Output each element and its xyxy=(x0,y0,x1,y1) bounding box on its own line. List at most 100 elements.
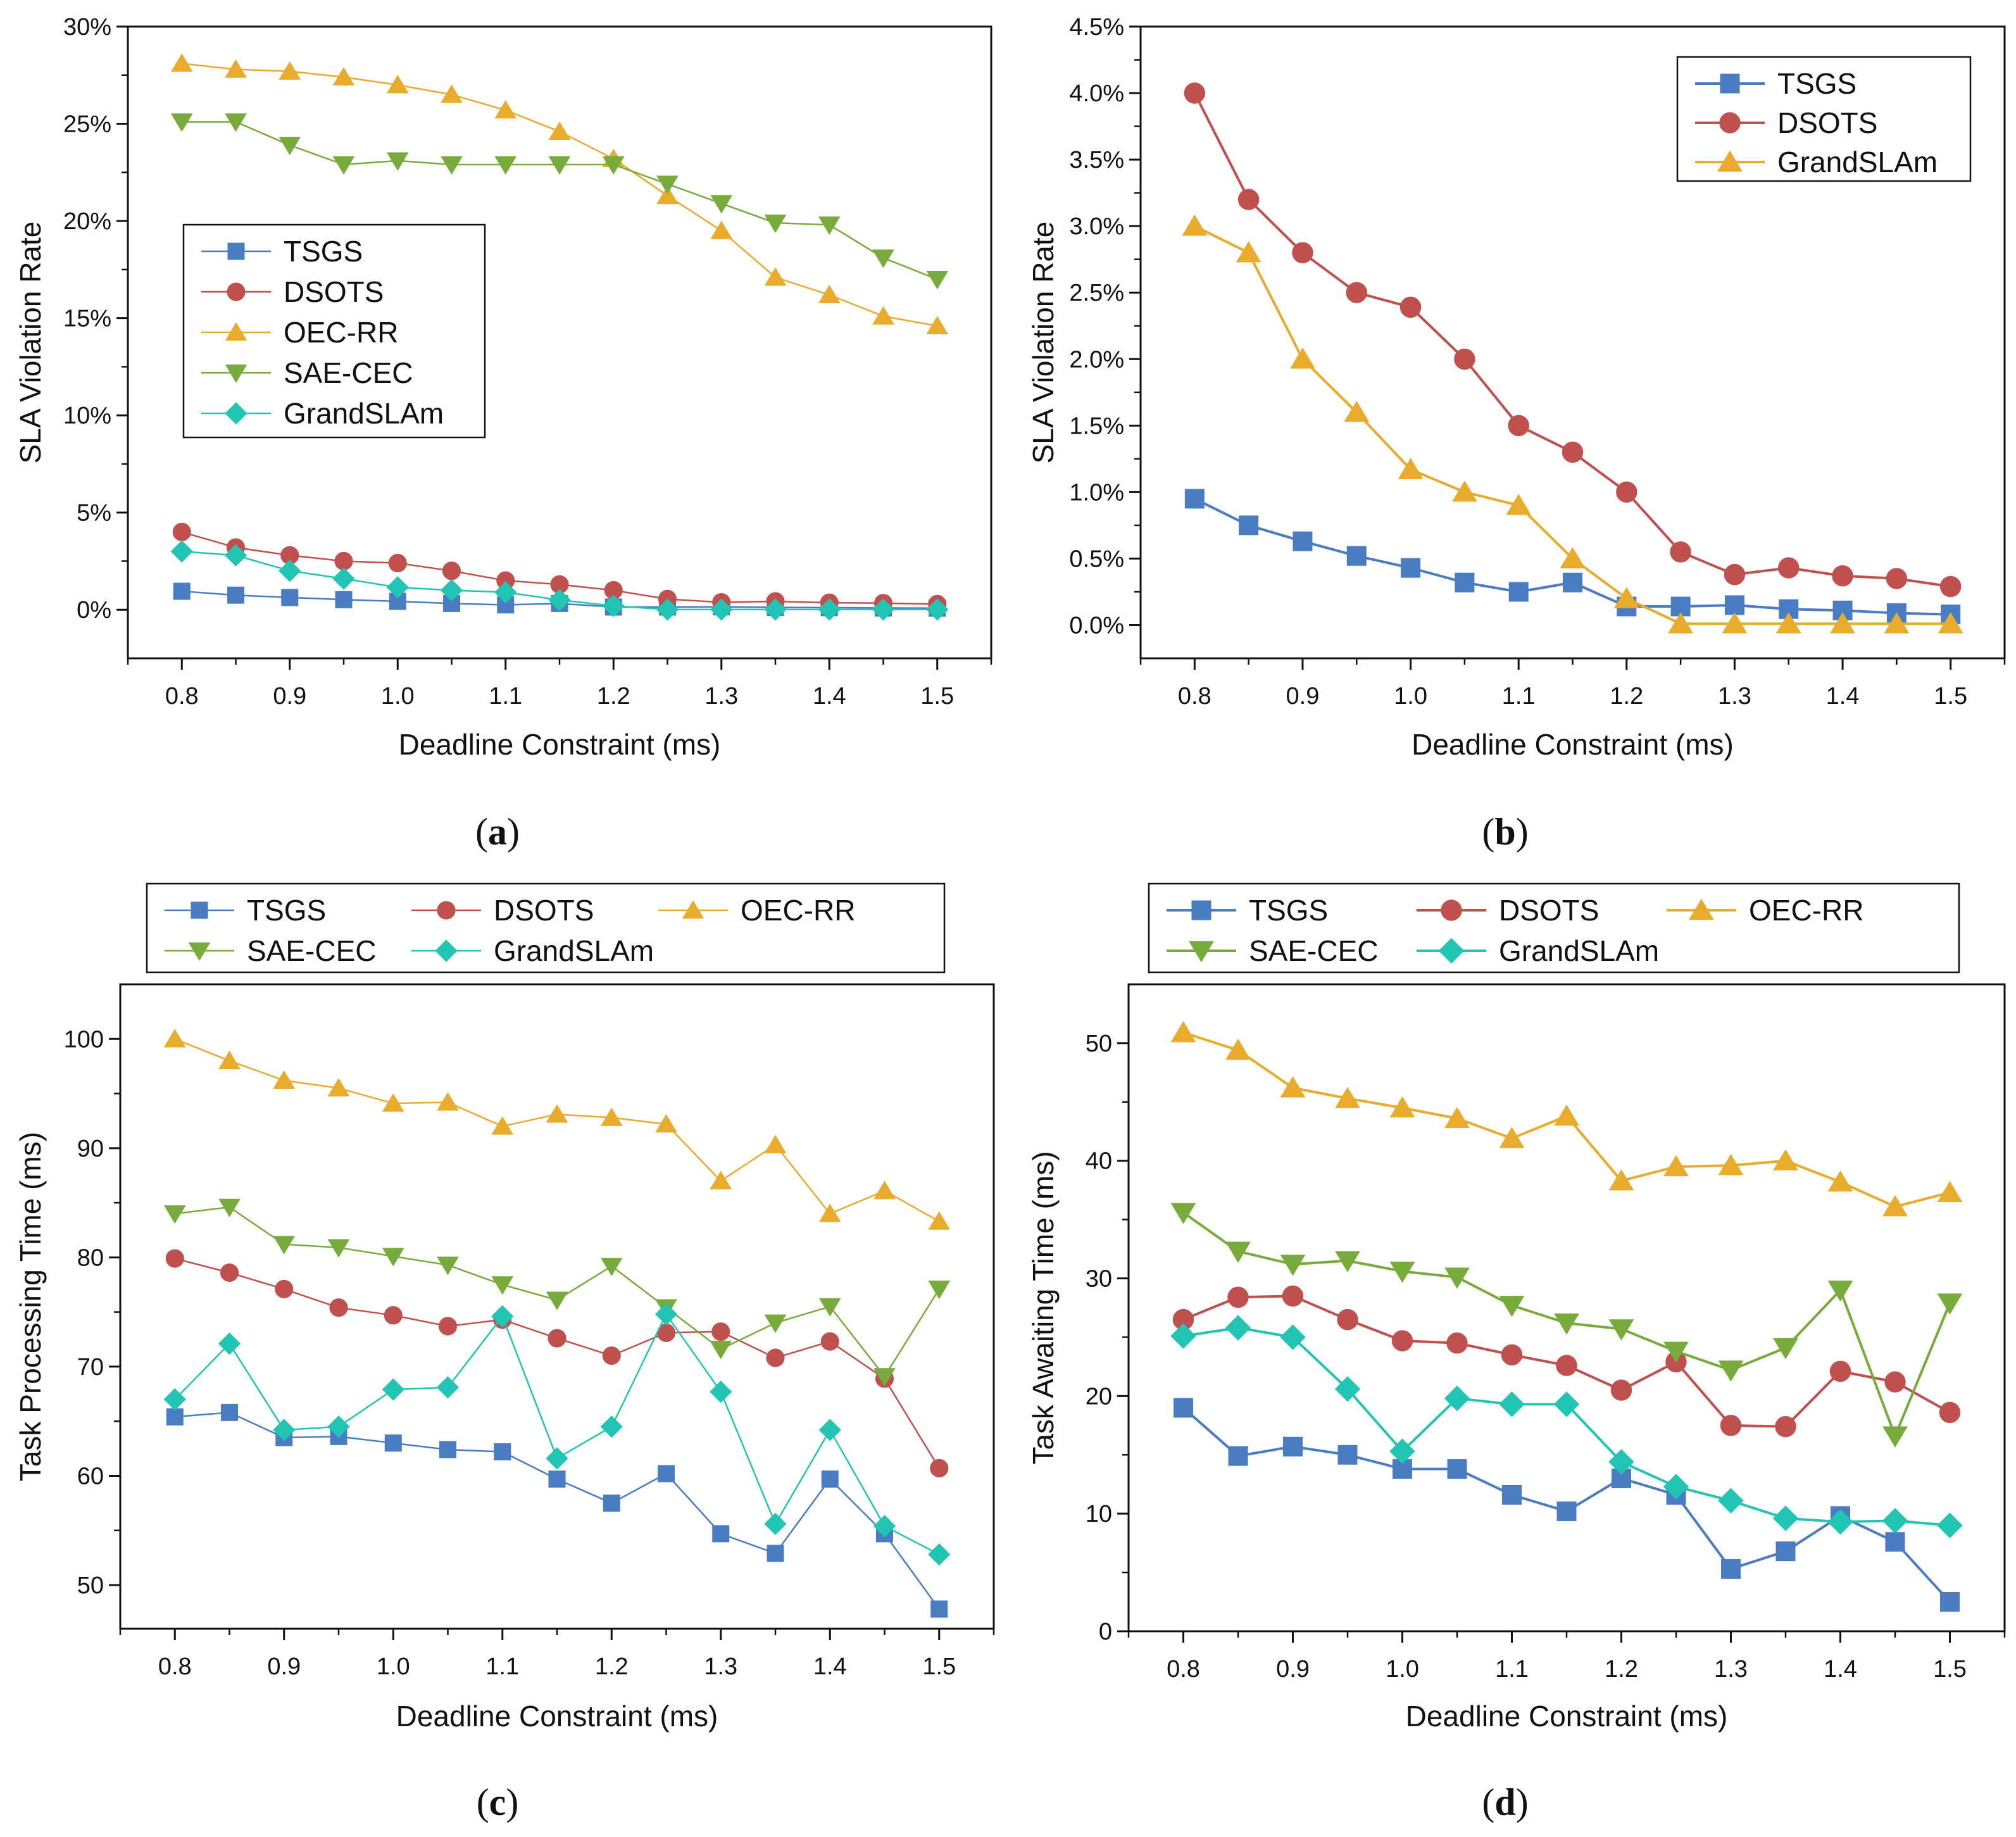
y-tick-label: 25% xyxy=(63,111,111,138)
data-point xyxy=(1775,1541,1796,1562)
legend-marker xyxy=(225,322,247,341)
x-tick-label: 1.5 xyxy=(920,683,954,710)
data-point xyxy=(930,1458,949,1477)
caption-close: ) xyxy=(507,811,520,853)
data-point xyxy=(273,1070,296,1089)
data-point xyxy=(382,1093,404,1112)
data-point xyxy=(1563,572,1582,592)
legend-item: DSOTS xyxy=(201,275,384,308)
y-axis-title: SLA Violation Rate xyxy=(1027,222,1060,464)
x-tick-label: 0.8 xyxy=(158,1653,192,1680)
legend-label: TSGS xyxy=(1777,67,1856,100)
legend-item: GrandSLAm xyxy=(1695,146,1938,179)
legend-marker xyxy=(1720,73,1740,94)
data-point xyxy=(926,270,949,290)
data-point xyxy=(1283,1436,1303,1457)
x-tick-label: 1.2 xyxy=(1605,1656,1638,1683)
x-tick-label: 1.0 xyxy=(377,1653,410,1680)
data-point xyxy=(1174,1398,1193,1418)
data-point xyxy=(1554,1313,1579,1335)
data-point xyxy=(764,1512,787,1535)
legend-item: TSGS xyxy=(1167,894,1328,927)
legend-marker xyxy=(1189,941,1214,963)
x-tick-label: 1.1 xyxy=(489,683,522,710)
legend-marker xyxy=(227,282,246,301)
data-point xyxy=(279,137,301,156)
y-axis-title: SLA Violation Rate xyxy=(14,222,47,464)
data-point xyxy=(275,1279,294,1298)
x-tick-label: 1.4 xyxy=(1826,683,1860,710)
y-tick-label: 80 xyxy=(77,1245,104,1271)
data-point xyxy=(494,580,517,604)
y-tick-label: 0.0% xyxy=(1069,612,1124,639)
data-point xyxy=(1882,1508,1908,1534)
data-point xyxy=(1282,1285,1304,1307)
x-tick-label: 1.3 xyxy=(1714,1656,1748,1683)
data-point xyxy=(1293,531,1313,551)
data-point xyxy=(327,1077,350,1097)
data-point xyxy=(1722,612,1748,634)
series-sae-cec xyxy=(170,113,949,290)
legend-label: DSOTS xyxy=(284,275,384,308)
data-point xyxy=(926,315,949,335)
x-tick-label: 1.1 xyxy=(1495,1656,1529,1683)
y-tick-label: 5% xyxy=(77,500,111,527)
y-tick-label: 30% xyxy=(63,14,111,41)
data-point xyxy=(926,598,949,621)
legend-marker xyxy=(1717,150,1743,172)
y-tick-label: 100 xyxy=(64,1026,104,1053)
legend-label: GrandSLAm xyxy=(284,397,444,430)
data-point xyxy=(872,306,894,325)
data-point xyxy=(220,1263,239,1282)
data-point xyxy=(1562,441,1584,463)
data-point xyxy=(1499,1296,1525,1317)
legend-marker xyxy=(435,939,458,962)
data-point xyxy=(1663,1341,1689,1363)
series-oec-rr xyxy=(170,53,949,335)
data-point xyxy=(1237,189,1260,210)
data-point xyxy=(1228,1446,1248,1466)
data-point xyxy=(1721,1559,1741,1579)
legend-item: OEC-RR xyxy=(1667,894,1863,927)
legend-label: GrandSLAm xyxy=(1777,146,1938,179)
caption-letter: c xyxy=(489,1781,506,1823)
caption-letter: b xyxy=(1494,811,1515,853)
data-point xyxy=(546,1447,568,1470)
data-point xyxy=(548,156,571,175)
legend-marker xyxy=(225,402,247,425)
data-point xyxy=(436,1376,460,1399)
data-point xyxy=(1613,587,1639,608)
data-point xyxy=(1885,1532,1905,1552)
x-tick-label: 0.9 xyxy=(1276,1656,1310,1683)
caption-open: ( xyxy=(1482,1781,1494,1823)
data-point xyxy=(1940,1592,1960,1612)
data-point xyxy=(548,589,571,611)
data-point xyxy=(273,1419,296,1441)
data-point xyxy=(1884,1371,1906,1393)
data-point xyxy=(546,1104,568,1123)
data-point xyxy=(1937,1293,1963,1315)
data-point xyxy=(1832,565,1853,587)
data-point xyxy=(548,1470,566,1488)
legend-label: TSGS xyxy=(247,894,326,927)
x-tick-label: 1.3 xyxy=(704,1653,737,1680)
data-point xyxy=(335,591,353,608)
data-point xyxy=(710,1170,732,1189)
data-point xyxy=(603,1495,620,1512)
series-dsots xyxy=(1172,1285,1961,1438)
data-point xyxy=(494,100,517,119)
legend-marker xyxy=(437,901,456,920)
data-point xyxy=(1608,1449,1634,1475)
data-point xyxy=(1444,1107,1470,1128)
legend-item: DSOTS xyxy=(411,894,594,927)
series-tsgs xyxy=(1174,1398,1960,1612)
data-point xyxy=(1502,1484,1522,1505)
data-point xyxy=(224,544,247,567)
data-point xyxy=(548,121,571,141)
data-point xyxy=(279,560,301,582)
data-point xyxy=(491,1116,514,1135)
data-point xyxy=(818,1419,841,1441)
data-point xyxy=(818,1298,841,1317)
data-point xyxy=(1554,1104,1579,1126)
data-point xyxy=(225,113,247,132)
